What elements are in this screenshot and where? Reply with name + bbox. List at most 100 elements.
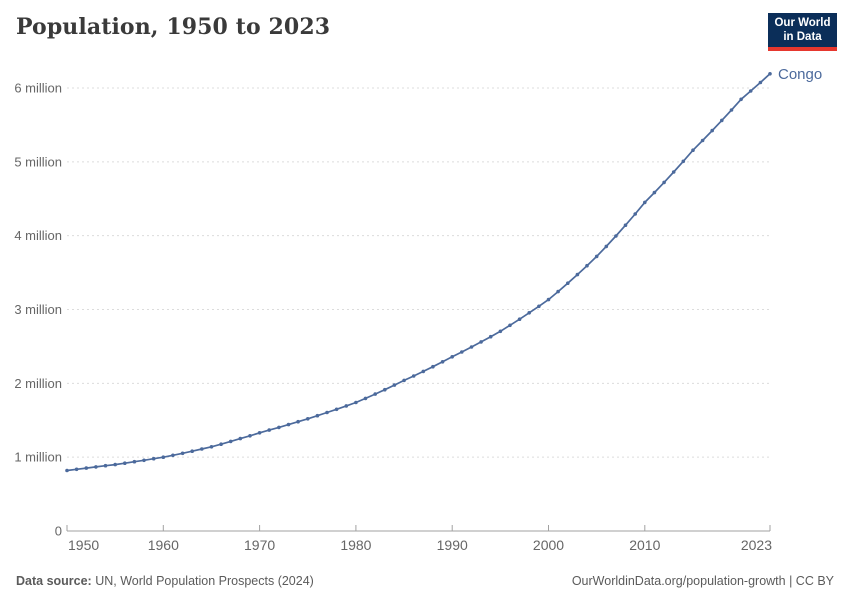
y-tick-label: 6 million bbox=[14, 81, 62, 96]
data-point[interactable] bbox=[190, 449, 194, 454]
entity-label[interactable]: Congo bbox=[778, 66, 822, 83]
data-point[interactable] bbox=[354, 400, 358, 405]
data-point[interactable] bbox=[469, 345, 474, 349]
data-point[interactable] bbox=[566, 281, 570, 286]
data-point[interactable] bbox=[450, 355, 455, 359]
data-point[interactable] bbox=[180, 451, 185, 456]
data-point[interactable] bbox=[74, 467, 79, 472]
credits-link[interactable]: OurWorldinData.org/population-growth | C… bbox=[571, 574, 834, 588]
data-point[interactable] bbox=[479, 340, 483, 344]
data-point[interactable] bbox=[344, 404, 349, 408]
chart-footer: Data source: UN, World Population Prospe… bbox=[16, 574, 834, 588]
data-point[interactable] bbox=[142, 458, 146, 463]
owid-logo-line1: Our World bbox=[774, 17, 831, 29]
data-point[interactable] bbox=[633, 212, 637, 216]
data-point[interactable] bbox=[498, 329, 503, 334]
data-point[interactable] bbox=[556, 289, 560, 294]
data-point[interactable] bbox=[84, 466, 89, 470]
data-point[interactable] bbox=[94, 465, 98, 469]
data-point[interactable] bbox=[421, 369, 426, 374]
y-tick-label: 5 million bbox=[14, 154, 62, 169]
y-axis-labels: 0 1 million 2 million 3 million 4 million 5 m… bbox=[14, 81, 62, 539]
data-point[interactable] bbox=[123, 461, 127, 466]
data-point[interactable] bbox=[575, 272, 580, 277]
x-axis-labels: 1950 1960 1970 1980 1990 2000 2010 2023 bbox=[68, 537, 772, 553]
data-point[interactable] bbox=[113, 462, 117, 467]
owid-logo-line2: in Data bbox=[783, 31, 822, 43]
y-tick-label: 4 million bbox=[14, 228, 62, 243]
x-tick-label: 2023 bbox=[741, 537, 772, 553]
data-point[interactable] bbox=[652, 190, 657, 195]
series-congo[interactable]: Congo bbox=[65, 66, 822, 473]
y-gridlines bbox=[67, 87, 772, 458]
data-point[interactable] bbox=[729, 108, 734, 112]
data-point[interactable] bbox=[383, 387, 387, 392]
data-source-text: UN, World Population Prospects (2024) bbox=[91, 574, 314, 588]
data-point[interactable] bbox=[748, 89, 753, 93]
data-point[interactable] bbox=[228, 439, 233, 444]
data-point[interactable] bbox=[700, 138, 705, 143]
data-point[interactable] bbox=[585, 263, 589, 268]
data-point[interactable] bbox=[411, 374, 416, 378]
data-point[interactable] bbox=[238, 436, 243, 441]
data-point[interactable] bbox=[460, 350, 464, 354]
data-point[interactable] bbox=[537, 304, 541, 309]
y-tick-label: 0 bbox=[55, 524, 62, 539]
data-point[interactable] bbox=[517, 317, 522, 322]
data-point[interactable] bbox=[392, 383, 397, 387]
data-point[interactable] bbox=[209, 445, 214, 449]
data-point[interactable] bbox=[758, 80, 763, 85]
data-point[interactable] bbox=[325, 410, 329, 415]
data-point[interactable] bbox=[132, 459, 137, 464]
data-point[interactable] bbox=[594, 254, 599, 259]
data-point[interactable] bbox=[710, 128, 714, 133]
data-point[interactable] bbox=[200, 447, 204, 451]
x-tick-label: 2000 bbox=[533, 537, 564, 553]
data-point[interactable] bbox=[161, 455, 166, 460]
data-point[interactable] bbox=[151, 456, 156, 461]
data-point[interactable] bbox=[508, 323, 512, 328]
data-source-label: Data source: bbox=[16, 574, 92, 588]
data-point[interactable] bbox=[720, 118, 724, 123]
data-point[interactable] bbox=[277, 425, 281, 430]
series-line[interactable] bbox=[66, 73, 771, 472]
data-point[interactable] bbox=[681, 159, 686, 164]
data-point[interactable] bbox=[440, 360, 445, 364]
data-point[interactable] bbox=[739, 97, 743, 102]
data-point[interactable] bbox=[527, 311, 531, 315]
data-point[interactable] bbox=[604, 244, 609, 249]
data-point[interactable] bbox=[402, 378, 406, 383]
y-tick-label: 3 million bbox=[14, 302, 62, 317]
y-tick-label: 2 million bbox=[14, 376, 62, 391]
data-point[interactable] bbox=[103, 463, 108, 468]
data-point[interactable] bbox=[257, 431, 262, 435]
data-point[interactable] bbox=[768, 72, 772, 76]
data-point[interactable] bbox=[306, 417, 310, 421]
data-point[interactable] bbox=[248, 434, 252, 438]
data-point[interactable] bbox=[315, 413, 320, 418]
data-point[interactable] bbox=[267, 428, 272, 432]
data-point[interactable] bbox=[296, 419, 300, 424]
data-point[interactable] bbox=[623, 223, 628, 227]
data-point[interactable] bbox=[488, 334, 493, 339]
data-point[interactable] bbox=[65, 468, 69, 473]
data-point[interactable] bbox=[431, 364, 435, 369]
data-point[interactable] bbox=[363, 396, 368, 401]
data-point[interactable] bbox=[171, 453, 175, 458]
data-point[interactable] bbox=[334, 407, 339, 412]
data-point[interactable] bbox=[373, 392, 378, 396]
data-point[interactable] bbox=[691, 148, 695, 152]
data-point[interactable] bbox=[671, 170, 676, 174]
data-point[interactable] bbox=[219, 442, 223, 447]
owid-logo: Our World in Data bbox=[768, 13, 837, 51]
data-point[interactable] bbox=[662, 180, 666, 185]
data-point[interactable] bbox=[643, 200, 647, 205]
data-point[interactable] bbox=[614, 234, 618, 238]
x-tick-label: 1990 bbox=[437, 537, 468, 553]
data-point[interactable] bbox=[546, 297, 551, 302]
data-source: Data source: UN, World Population Prospe… bbox=[16, 574, 314, 588]
data-point[interactable] bbox=[286, 422, 291, 427]
x-axis bbox=[66, 525, 771, 532]
